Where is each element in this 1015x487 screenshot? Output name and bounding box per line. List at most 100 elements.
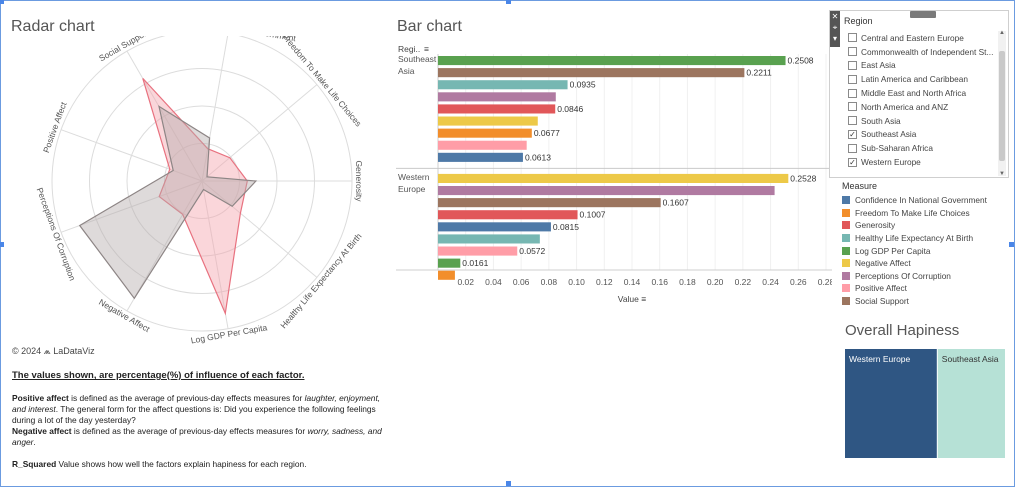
- region-option[interactable]: ✓ Southeast Asia: [848, 128, 998, 142]
- bar-value-label: 0.0815: [553, 222, 579, 232]
- resize-handle[interactable]: [1009, 242, 1014, 247]
- radar-axis-line: [60, 129, 203, 182]
- bar-value-label: 0.2528: [790, 173, 816, 183]
- sort-icon: ≡: [424, 44, 429, 54]
- checkbox[interactable]: [848, 60, 857, 70]
- radar-axis-line: [201, 36, 229, 182]
- bar: [438, 222, 551, 232]
- scroll-up-icon[interactable]: ▲: [999, 30, 1005, 36]
- region-option[interactable]: Commonwealth of Independent St...: [848, 45, 998, 59]
- radar-axis-label: Log GDP Per Capita: [190, 322, 268, 345]
- legend-item[interactable]: Social Support: [842, 295, 1012, 308]
- scroll-thumb[interactable]: [999, 51, 1005, 161]
- overall-treemap[interactable]: Western Europe Southeast Asia: [845, 349, 1007, 459]
- positive-affect-italic: laughter, enjoyment, and interest: [12, 393, 381, 414]
- copyright-text: © 2024 ⩕ LaDataViz: [12, 346, 95, 356]
- measure-legend: Measure Confidence In National Governmen…: [842, 181, 1012, 307]
- bar: [438, 210, 578, 220]
- notes-block: The values shown, are percentage(%) of i…: [12, 370, 392, 470]
- legend-item[interactable]: Positive Affect: [842, 282, 1012, 295]
- region-option-label: East Asia: [861, 60, 896, 71]
- overall-title: Overall Hapiness: [845, 322, 960, 339]
- resize-handle[interactable]: [506, 0, 511, 4]
- x-tick-label: 0.24: [762, 277, 779, 287]
- bar-value-label: 0.0613: [525, 152, 551, 162]
- checkbox[interactable]: [848, 88, 857, 98]
- bar: [438, 270, 455, 280]
- x-tick-label: 0.28: [818, 277, 832, 287]
- legend-item[interactable]: Freedom To Make Life Choices: [842, 207, 1012, 220]
- region-option-label: North America and ANZ: [861, 101, 949, 112]
- filter-scrollbar[interactable]: ▲ ▼: [998, 30, 1006, 177]
- notes-headline: The values shown, are percentage(%) of i…: [12, 370, 305, 381]
- legend-swatch: [842, 196, 850, 205]
- region-label: Southeast: [398, 54, 437, 64]
- bar: [438, 234, 540, 244]
- filter-toolbar[interactable]: ✕ ⌖ ▾: [830, 11, 840, 47]
- legend-item[interactable]: Perceptions Of Corruption: [842, 270, 1012, 283]
- pin-icon[interactable]: ⌖: [832, 23, 838, 32]
- region-option[interactable]: North America and ANZ: [848, 100, 998, 114]
- radar-series-western-europe: [78, 105, 258, 300]
- legend-label: Social Support: [855, 296, 909, 307]
- checkbox[interactable]: [848, 33, 857, 43]
- x-tick-label: 0.14: [624, 277, 641, 287]
- legend-item[interactable]: Negative Affect: [842, 257, 1012, 270]
- legend-swatch: [842, 221, 850, 230]
- legend-item[interactable]: Log GDP Per Capita: [842, 244, 1012, 257]
- x-tick-label: 0.06: [513, 277, 530, 287]
- region-filter[interactable]: ✕ ⌖ ▾ Region Central and Eastern Europe C…: [829, 10, 1009, 178]
- radar-axis-line: [201, 180, 318, 278]
- region-option[interactable]: Sub-Saharan Africa: [848, 141, 998, 155]
- region-option[interactable]: Middle East and North Africa: [848, 86, 998, 100]
- checkbox-checked[interactable]: ✓: [848, 157, 857, 167]
- region-option[interactable]: ✓ Western Europe: [848, 155, 998, 169]
- legend-label: Freedom To Make Life Choices: [855, 207, 970, 218]
- legend-label: Generosity: [855, 220, 896, 231]
- x-tick-label: 0.22: [735, 277, 752, 287]
- region-label: Asia: [398, 66, 415, 76]
- bar: [438, 198, 661, 208]
- r-squared-term: R_Squared: [12, 459, 57, 469]
- resize-handle[interactable]: [0, 242, 4, 247]
- region-option-label: Middle East and North Africa: [861, 88, 967, 99]
- region-option[interactable]: Latin America and Caribbean: [848, 72, 998, 86]
- x-tick-label: 0.10: [568, 277, 585, 287]
- bar-chart[interactable]: Regi.. ≡Southeast Asia 0.2508 0.2211 0.0935 0.…: [392, 40, 832, 310]
- x-axis-label: Value ≡: [618, 294, 646, 304]
- region-option[interactable]: East Asia: [848, 59, 998, 73]
- checkbox[interactable]: [848, 47, 857, 57]
- region-option[interactable]: South Asia: [848, 114, 998, 128]
- radar-axis-label: Social Support: [97, 36, 150, 63]
- x-tick-label: 0.26: [790, 277, 807, 287]
- legend-item[interactable]: Generosity: [842, 219, 1012, 232]
- resize-handle[interactable]: [0, 0, 4, 4]
- checkbox[interactable]: [848, 102, 857, 112]
- legend-label: Confidence In National Government: [855, 195, 987, 206]
- radar-chart[interactable]: Confidence In National GovernmentFreedom…: [0, 36, 400, 356]
- legend-swatch: [842, 271, 850, 280]
- legend-item[interactable]: Healthy Life Expectancy At Birth: [842, 232, 1012, 245]
- drag-grip[interactable]: [910, 11, 936, 18]
- checkbox[interactable]: [848, 74, 857, 84]
- bar: [438, 92, 556, 102]
- region-option[interactable]: Central and Eastern Europe: [848, 31, 998, 45]
- legend-swatch: [842, 208, 850, 217]
- region-column-header: Regi..: [398, 44, 420, 54]
- radar-axis-label: Negative Affect: [97, 297, 152, 334]
- radar-axis-label: Healthy Life Expectancy At Birth: [278, 231, 364, 330]
- legend-item[interactable]: Confidence In National Government: [842, 194, 1012, 207]
- resize-handle[interactable]: [506, 481, 511, 486]
- bar: [438, 140, 527, 150]
- checkbox[interactable]: [848, 143, 857, 153]
- menu-arrow-icon[interactable]: ▾: [832, 34, 837, 43]
- treemap-label: Western Europe: [849, 354, 911, 364]
- checkbox-checked[interactable]: ✓: [848, 129, 857, 139]
- close-icon[interactable]: ✕: [831, 12, 839, 21]
- negative-affect-italic: worry, sadness, and anger: [12, 426, 382, 447]
- scroll-down-icon[interactable]: ▼: [999, 171, 1005, 177]
- legend-label: Log GDP Per Capita: [855, 245, 931, 256]
- bar: [438, 116, 538, 126]
- checkbox[interactable]: [848, 116, 857, 126]
- legend-label: Healthy Life Expectancy At Birth: [855, 233, 974, 244]
